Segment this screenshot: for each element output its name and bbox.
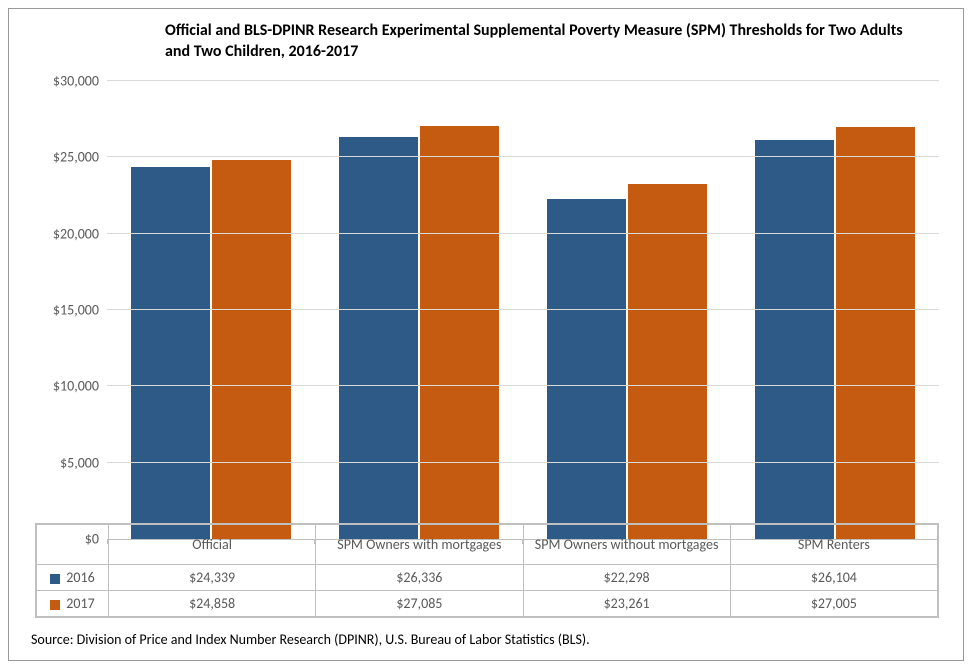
plot-area: $0$5,000$10,000$15,000$20,000$25,000$30,… [107, 81, 939, 540]
chart-container: Official and BLS-DPINR Research Experime… [0, 0, 972, 669]
gridline [107, 233, 939, 234]
bars-layer [107, 81, 939, 539]
bar [131, 167, 210, 539]
y-tick-label: $10,000 [53, 378, 99, 395]
data-cell: $24,339 [109, 565, 316, 591]
bar [836, 127, 915, 539]
legend-cell: 2016 [37, 565, 109, 591]
data-cell: $24,858 [109, 591, 316, 617]
table-header-blank [37, 525, 109, 565]
data-cell: $26,336 [316, 565, 523, 591]
data-cell: $27,005 [730, 591, 937, 617]
legend-swatch [50, 574, 60, 584]
chart-border: Official and BLS-DPINR Research Experime… [8, 8, 964, 661]
y-tick-label: $30,000 [53, 73, 99, 90]
series-name: 2017 [66, 595, 94, 612]
source-line: Source: Division of Price and Index Numb… [31, 631, 590, 648]
category-header: SPM Owners without mortgages [523, 525, 730, 565]
gridline [107, 462, 939, 463]
series-name: 2016 [66, 569, 94, 586]
gridline [107, 156, 939, 157]
gridline [107, 80, 939, 81]
legend-cell: 2017 [37, 591, 109, 617]
bar-group [107, 81, 315, 539]
y-tick-label: $25,000 [53, 149, 99, 166]
category-header: SPM Renters [730, 525, 937, 565]
data-cell: $27,085 [316, 591, 523, 617]
bar [755, 140, 834, 539]
y-tick-label: $5,000 [60, 454, 99, 471]
chart-title: Official and BLS-DPINR Research Experime… [165, 21, 907, 63]
data-cell: $22,298 [523, 565, 730, 591]
bar [420, 126, 499, 539]
y-tick-label: $15,000 [53, 302, 99, 319]
data-cell: $23,261 [523, 591, 730, 617]
bar-group [315, 81, 523, 539]
bar [628, 184, 707, 539]
data-cell: $26,104 [730, 565, 937, 591]
bar [212, 160, 291, 539]
category-header: SPM Owners with mortgages [316, 525, 523, 565]
data-table-grid: OfficialSPM Owners with mortgagesSPM Own… [36, 524, 938, 617]
gridline [107, 309, 939, 310]
bar [339, 137, 418, 539]
y-tick-label: $20,000 [53, 225, 99, 242]
bar-group [731, 81, 939, 539]
legend-swatch [50, 600, 60, 610]
bar [547, 199, 626, 539]
gridline [107, 385, 939, 386]
category-header: Official [109, 525, 316, 565]
plot-region: $0$5,000$10,000$15,000$20,000$25,000$30,… [107, 81, 939, 540]
data-table: OfficialSPM Owners with mortgagesSPM Own… [35, 523, 939, 618]
bar-group [523, 81, 731, 539]
